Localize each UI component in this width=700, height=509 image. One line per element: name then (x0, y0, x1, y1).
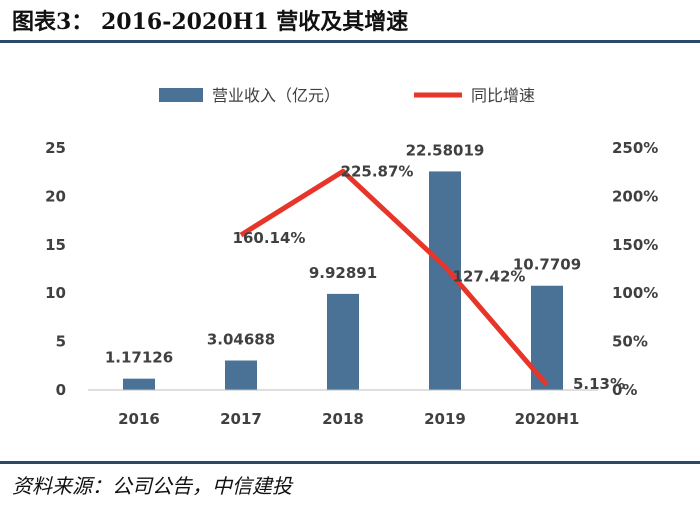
left-axis-ticks: 0 5 10 15 20 25 (45, 139, 66, 399)
bar-data-labels: 1.17126 3.04688 9.92891 22.58019 10.7709 (105, 141, 581, 366)
bar-2018 (327, 293, 359, 390)
left-tick-label: 25 (45, 139, 66, 157)
x-tick-label: 2017 (220, 410, 262, 428)
legend: 营业收入（亿元） 同比增速 (159, 86, 535, 105)
x-tick-label: 2019 (424, 410, 466, 428)
top-rule (0, 40, 700, 43)
source-note: 资料来源：公司公告，中信建投 (12, 474, 292, 498)
line-label-2017: 160.14% (233, 229, 306, 247)
line-series (239, 168, 549, 387)
right-axis-ticks: 0% 50% 100% 150% 200% 250% (612, 139, 658, 399)
left-tick-label: 15 (45, 236, 66, 254)
bar-2017 (225, 360, 257, 390)
bar-label-2017: 3.04688 (207, 331, 275, 349)
line-label-2018: 225.87% (341, 162, 414, 180)
bar-label-2019: 22.58019 (406, 141, 485, 159)
x-tick-label: 2018 (322, 410, 364, 428)
figure-title: 图表3： 2016-2020H1 营收及其增速 (12, 9, 409, 35)
left-tick-label: 10 (45, 284, 66, 302)
right-tick-label: 100% (612, 284, 658, 302)
right-tick-label: 0% (612, 381, 637, 399)
right-tick-label: 200% (612, 187, 658, 205)
right-tick-label: 150% (612, 236, 658, 254)
line-label-2020H1: 5.13% (573, 375, 625, 393)
x-axis-ticks: 2016 2017 2018 2019 2020H1 (118, 410, 579, 428)
line-label-2019: 127.42% (453, 268, 526, 286)
right-tick-label: 250% (612, 139, 658, 157)
legend-bar-label: 营业收入（亿元） (212, 86, 340, 105)
bar-label-2016: 1.17126 (105, 349, 173, 367)
left-tick-label: 20 (45, 187, 66, 205)
bar-label-2018: 9.92891 (309, 264, 377, 282)
legend-line-label: 同比增速 (471, 86, 535, 105)
line-data-labels: 160.14% 225.87% 127.42% 5.13% (233, 162, 625, 393)
revenue-growth-chart: 营业收入（亿元） 同比增速 0 5 10 15 20 25 0% 50% 100% 150% 200… (45, 86, 658, 428)
legend-bar-swatch (159, 88, 203, 102)
left-tick-label: 0 (56, 381, 66, 399)
bottom-rule (0, 461, 700, 464)
x-tick-label: 2020H1 (515, 410, 580, 428)
bar-2016 (123, 378, 155, 390)
growth-line (239, 168, 549, 387)
right-tick-label: 50% (612, 333, 648, 351)
left-tick-label: 5 (56, 333, 66, 351)
bar-label-2020H1: 10.7709 (513, 256, 581, 274)
x-tick-label: 2016 (118, 410, 160, 428)
